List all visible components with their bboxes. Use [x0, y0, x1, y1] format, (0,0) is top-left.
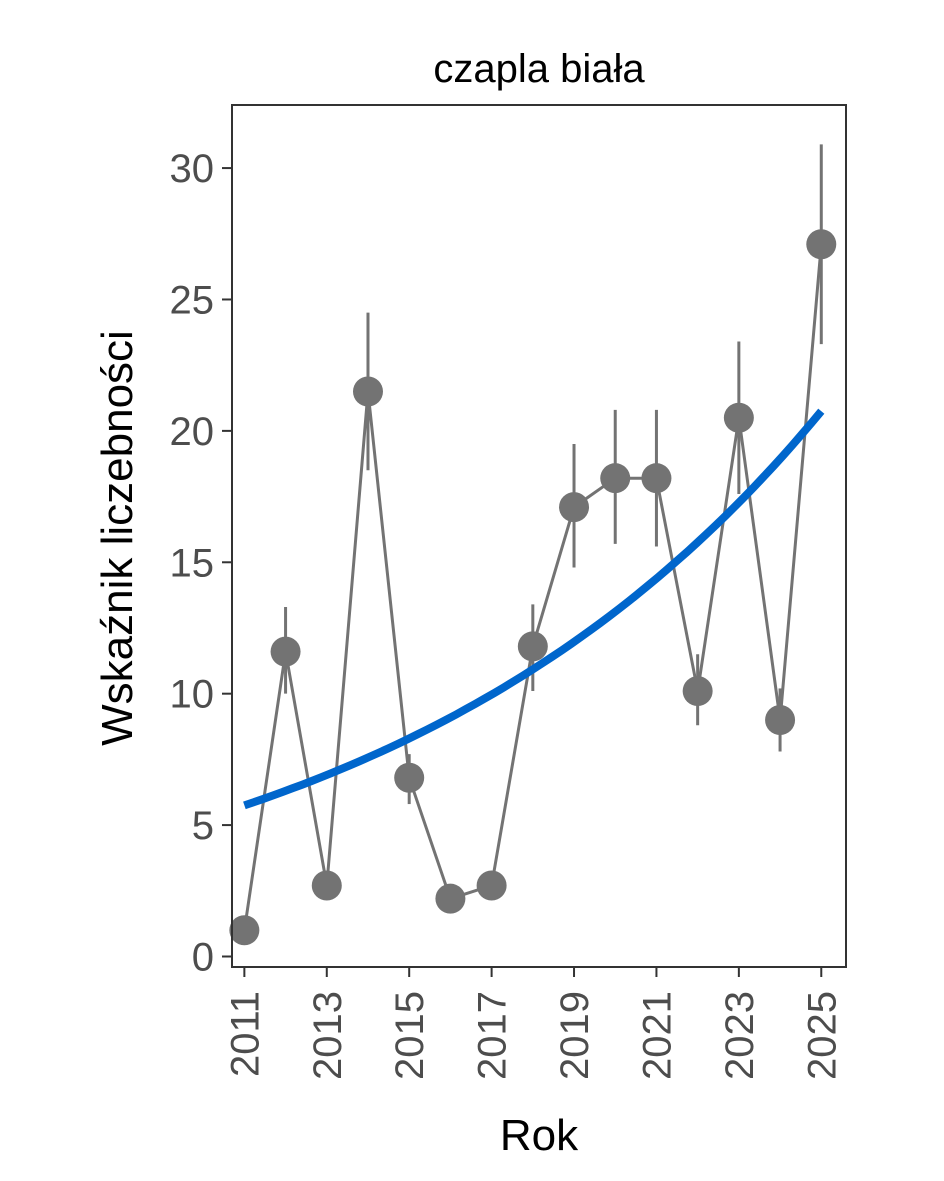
plot-area: [229, 144, 837, 946]
x-axis-title: Rok: [500, 1111, 579, 1160]
x-tick-label: 2019: [553, 991, 597, 1080]
chart-title: czapla biała: [433, 47, 645, 91]
data-point: [435, 883, 466, 914]
x-tick-label: 2021: [635, 991, 679, 1080]
y-tick-label: 25: [170, 278, 215, 322]
x-tick-label: 2023: [718, 991, 762, 1080]
y-axis: 0 5 10 15 20 25 30: [170, 147, 232, 979]
data-point: [270, 636, 301, 667]
data-point: [394, 762, 425, 793]
x-tick-label: 2015: [388, 991, 432, 1080]
data-point: [476, 870, 507, 901]
data-point: [723, 402, 754, 433]
data-point: [352, 376, 383, 407]
y-tick-label: 15: [170, 541, 215, 585]
y-axis-title: Wskaźnik liczebności: [93, 330, 142, 746]
trend-line: [243, 408, 825, 810]
data-point: [682, 676, 713, 707]
series-line: [242, 244, 823, 931]
data-point: [806, 229, 837, 260]
data-point: [229, 915, 260, 946]
x-axis: 2011 2013 2015 2017 2019 2021 2023 2025: [223, 967, 844, 1080]
data-point: [311, 870, 342, 901]
x-tick-label: 2011: [223, 991, 267, 1077]
plot-border: [231, 104, 847, 968]
data-point: [641, 463, 672, 494]
y-tick-label: 5: [192, 804, 214, 848]
data-point: [765, 704, 796, 735]
x-tick-label: 2025: [800, 991, 844, 1080]
y-tick-label: 20: [170, 410, 215, 454]
y-tick-label: 30: [170, 147, 215, 191]
x-tick-label: 2013: [306, 991, 350, 1080]
data-point: [559, 492, 590, 523]
y-tick-label: 10: [170, 673, 215, 717]
data-point: [517, 631, 548, 662]
y-tick-label: 0: [192, 935, 214, 979]
data-point: [600, 463, 631, 494]
x-tick-label: 2017: [471, 991, 515, 1080]
